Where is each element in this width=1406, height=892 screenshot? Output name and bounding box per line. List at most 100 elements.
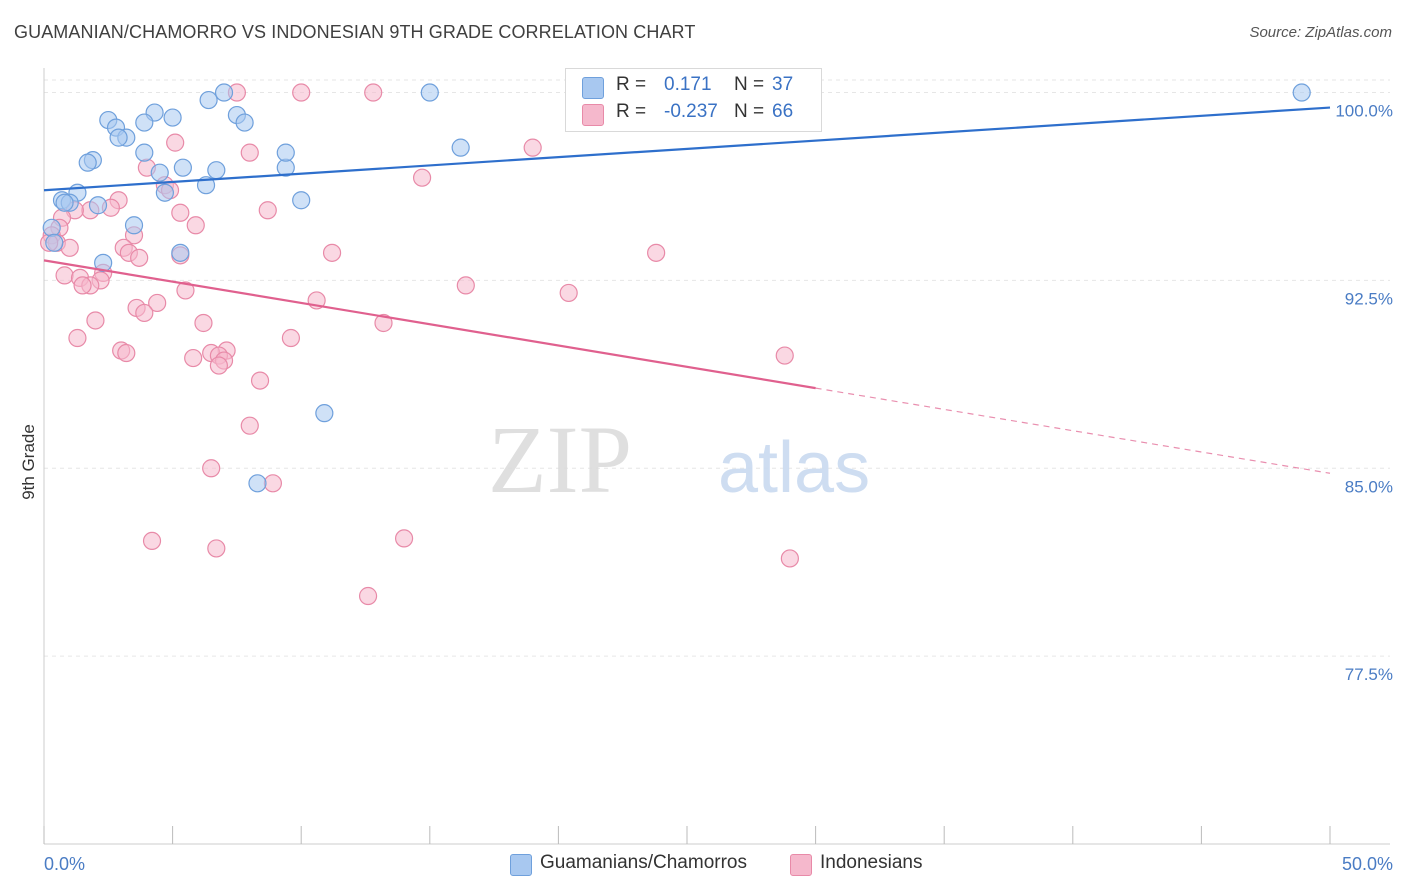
data-point-indonesian bbox=[166, 133, 185, 152]
y-tick-label: 100.0% bbox=[1335, 102, 1393, 121]
data-point-indonesian bbox=[186, 216, 205, 235]
data-point-guamanian bbox=[45, 233, 64, 252]
data-point-indonesian bbox=[258, 201, 277, 220]
data-point-indonesian bbox=[559, 283, 578, 303]
x-tick-label: 50.0% bbox=[1342, 854, 1393, 874]
data-point-indonesian bbox=[68, 328, 87, 348]
data-point-guamanian bbox=[199, 90, 218, 110]
y-tick-label: 85.0% bbox=[1345, 477, 1393, 496]
data-point-indonesian bbox=[73, 276, 92, 295]
r-label: R = bbox=[616, 101, 647, 122]
data-point-indonesian bbox=[194, 313, 213, 333]
data-point-indonesian bbox=[184, 348, 203, 368]
data-point-guamanian bbox=[78, 153, 97, 172]
y-tick-label: 92.5% bbox=[1345, 289, 1393, 308]
data-point-indonesian bbox=[647, 243, 666, 262]
data-point-guamanian bbox=[135, 113, 154, 132]
data-point-indonesian bbox=[148, 293, 167, 313]
legend-label-indonesians: Indonesians bbox=[820, 852, 923, 873]
axes bbox=[43, 68, 1390, 845]
data-point-guamanian bbox=[94, 253, 113, 272]
data-point-indonesian bbox=[523, 138, 542, 157]
data-point-guamanian bbox=[55, 193, 74, 212]
chart-title: GUAMANIAN/CHAMORRO VS INDONESIAN 9TH GRA… bbox=[14, 22, 696, 42]
tick-labels: 77.5% 85.0% 92.5% 100.0% 0.0% 50.0% bbox=[44, 102, 1393, 874]
data-point-indonesian bbox=[358, 586, 378, 606]
data-point-indonesian bbox=[86, 311, 105, 330]
legend-swatch-guamanians bbox=[510, 854, 532, 876]
x-tick-label: 0.0% bbox=[44, 854, 85, 874]
data-point-indonesian bbox=[176, 281, 195, 300]
watermark: ZIP atlas bbox=[488, 406, 870, 513]
data-point-indonesian bbox=[322, 243, 342, 262]
data-point-indonesian bbox=[292, 83, 311, 102]
data-point-indonesian bbox=[135, 303, 154, 323]
watermark-atlas: atlas bbox=[718, 428, 870, 508]
data-point-indonesian bbox=[202, 459, 221, 478]
trend-lines bbox=[43, 106, 1331, 474]
data-point-indonesian bbox=[456, 276, 475, 295]
data-point-guamanian bbox=[155, 183, 174, 202]
data-point-guamanian bbox=[150, 163, 169, 182]
data-point-indonesian bbox=[209, 356, 228, 375]
data-point-indonesian bbox=[780, 549, 799, 568]
data-point-indonesian bbox=[207, 539, 226, 558]
source-note: Source: ZipAtlas.com bbox=[1249, 24, 1392, 41]
data-points bbox=[40, 83, 1311, 606]
n-label: N = bbox=[734, 101, 765, 122]
data-point-guamanian bbox=[235, 113, 254, 132]
data-point-indonesian bbox=[263, 474, 283, 493]
legend-swatch-indonesians bbox=[790, 854, 812, 876]
data-point-guamanian bbox=[420, 83, 439, 102]
data-point-indonesian bbox=[130, 248, 149, 267]
data-point-guamanian bbox=[124, 216, 144, 235]
legend-swatch-indonesians bbox=[582, 104, 604, 126]
trend-line-extension-indonesian bbox=[815, 387, 1331, 474]
data-point-indonesian bbox=[374, 313, 393, 333]
data-point-indonesian bbox=[240, 416, 259, 435]
data-point-guamanian bbox=[276, 143, 295, 162]
y-tick-label: 77.5% bbox=[1345, 665, 1393, 684]
data-point-guamanian bbox=[163, 108, 182, 127]
data-point-indonesian bbox=[364, 83, 383, 102]
data-point-indonesian bbox=[281, 328, 301, 348]
data-point-guamanian bbox=[135, 143, 154, 162]
data-point-guamanian bbox=[173, 158, 192, 177]
y-axis-label: 9th Grade bbox=[19, 424, 38, 500]
data-point-guamanian bbox=[315, 404, 334, 423]
n-value: 37 bbox=[772, 74, 794, 95]
r-value: 0.171 bbox=[664, 74, 712, 95]
n-label: N = bbox=[734, 74, 765, 95]
data-point-guamanian bbox=[292, 191, 311, 210]
data-point-indonesian bbox=[171, 203, 190, 222]
data-point-guamanian bbox=[1292, 83, 1311, 102]
data-point-guamanian bbox=[248, 474, 267, 493]
data-point-indonesian bbox=[55, 266, 74, 285]
data-point-indonesian bbox=[775, 346, 794, 365]
data-point-guamanian bbox=[451, 138, 470, 157]
legend-label-guamanians: Guamanians/Chamorros bbox=[540, 852, 747, 873]
data-point-indonesian bbox=[117, 343, 136, 363]
data-point-indonesian bbox=[250, 371, 270, 390]
legend-swatch-guamanians bbox=[582, 77, 604, 99]
watermark-zip: ZIP bbox=[488, 406, 632, 513]
r-label: R = bbox=[616, 74, 647, 95]
data-point-indonesian bbox=[142, 531, 162, 551]
data-point-indonesian bbox=[240, 143, 259, 162]
grid-lines bbox=[44, 79, 1390, 657]
correlation-legend: R = 0.171 N = 37 R = -0.237 N = 66 bbox=[565, 68, 822, 132]
data-point-guamanian bbox=[109, 128, 128, 147]
data-point-guamanian bbox=[214, 83, 234, 102]
data-point-guamanian bbox=[207, 161, 226, 180]
data-point-indonesian bbox=[60, 238, 79, 257]
trend-line-indonesian bbox=[43, 259, 816, 390]
data-point-indonesian bbox=[412, 168, 432, 187]
n-value: 66 bbox=[772, 101, 794, 122]
data-point-guamanian bbox=[42, 218, 61, 237]
r-value: -0.237 bbox=[664, 101, 718, 122]
data-point-guamanian bbox=[88, 196, 108, 215]
trend-line-guamanian bbox=[43, 106, 1331, 192]
data-point-guamanian bbox=[171, 243, 190, 262]
data-point-indonesian bbox=[394, 529, 414, 548]
